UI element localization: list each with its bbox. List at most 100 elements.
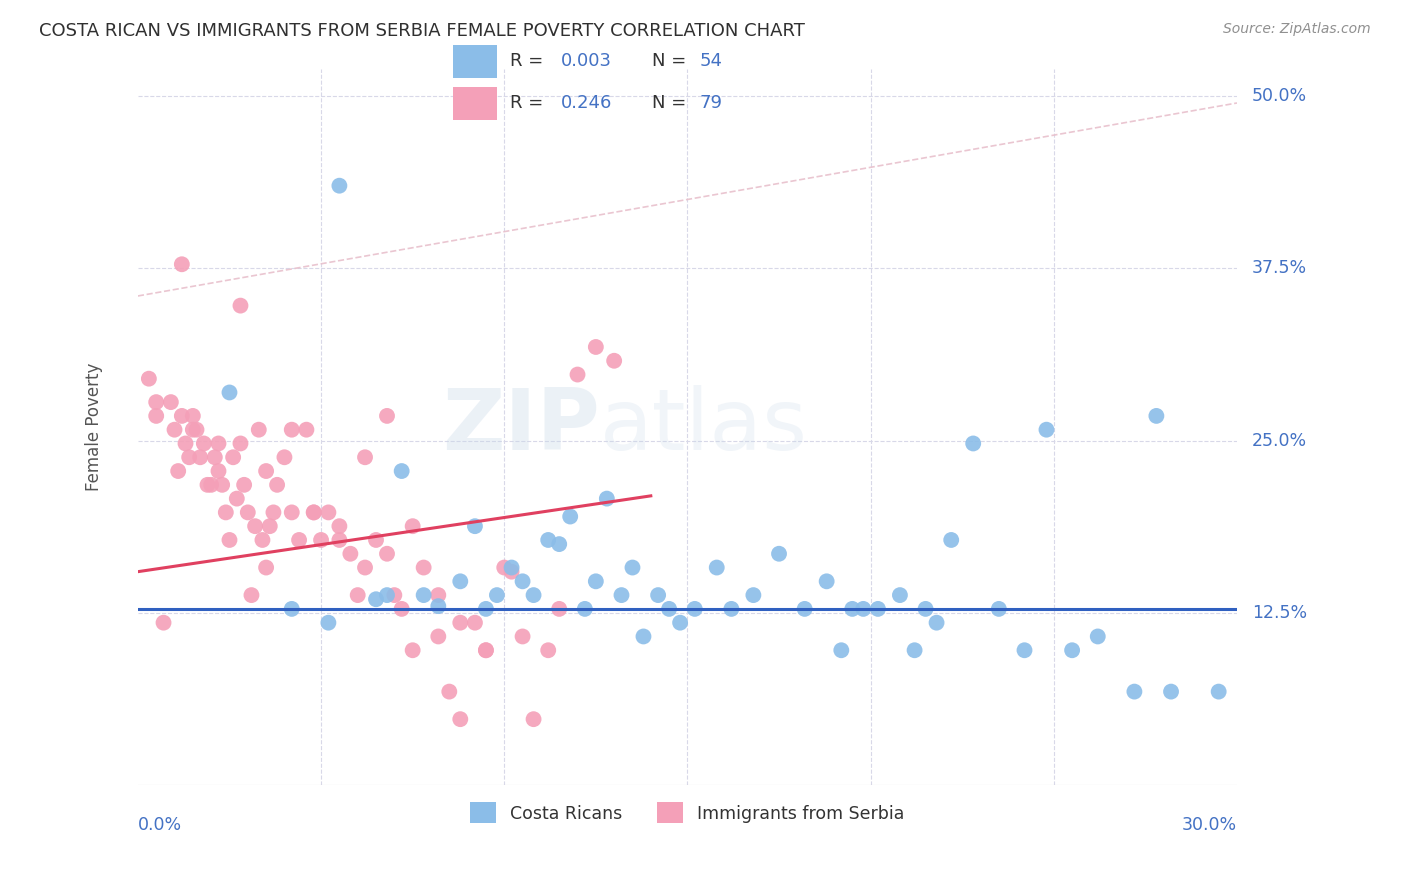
Point	[683, 602, 706, 616]
Point	[281, 505, 304, 519]
Point	[259, 519, 281, 533]
Point	[186, 423, 208, 437]
Point	[548, 537, 571, 551]
Point	[475, 643, 498, 657]
Point	[621, 560, 644, 574]
Point	[427, 588, 450, 602]
Point	[1035, 423, 1057, 437]
Point	[382, 588, 405, 602]
Point	[427, 599, 450, 614]
Point	[229, 299, 252, 313]
Point	[1160, 684, 1182, 698]
Point	[375, 409, 398, 423]
Point	[522, 712, 544, 726]
Point	[197, 478, 219, 492]
Point	[574, 602, 596, 616]
Point	[193, 436, 215, 450]
FancyBboxPatch shape	[453, 87, 496, 120]
Point	[1123, 684, 1146, 698]
Point	[412, 560, 434, 574]
Point	[548, 602, 571, 616]
Point	[464, 615, 486, 630]
Point	[247, 423, 270, 437]
Point	[302, 505, 325, 519]
Point	[281, 602, 304, 616]
Point	[145, 395, 167, 409]
Point	[254, 464, 277, 478]
Point	[412, 588, 434, 602]
Point	[768, 547, 790, 561]
Point	[364, 533, 387, 547]
Point	[585, 340, 607, 354]
Point	[815, 574, 838, 589]
Text: 30.0%: 30.0%	[1182, 815, 1237, 834]
Point	[364, 592, 387, 607]
Point	[512, 574, 534, 589]
Point	[522, 588, 544, 602]
Point	[669, 615, 692, 630]
Point	[211, 478, 233, 492]
Point	[402, 643, 425, 657]
Point	[328, 178, 350, 193]
Text: 0.003: 0.003	[561, 52, 612, 70]
Text: N =: N =	[652, 95, 692, 112]
Point	[281, 423, 304, 437]
Point	[273, 450, 295, 465]
Point	[354, 560, 377, 574]
Point	[494, 560, 516, 574]
Text: R =: R =	[510, 52, 550, 70]
Point	[475, 643, 498, 657]
Point	[328, 533, 350, 547]
Point	[633, 630, 655, 644]
Point	[658, 602, 681, 616]
Point	[391, 602, 413, 616]
Point	[167, 464, 190, 478]
Point	[170, 409, 193, 423]
Point	[742, 588, 765, 602]
Point	[464, 519, 486, 533]
Point	[475, 602, 498, 616]
Text: 50.0%: 50.0%	[1251, 87, 1306, 105]
Point	[160, 395, 183, 409]
Point	[427, 630, 450, 644]
Text: Female Poverty: Female Poverty	[84, 363, 103, 491]
Point	[309, 533, 332, 547]
Point	[647, 588, 669, 602]
Legend: Costa Ricans, Immigrants from Serbia: Costa Ricans, Immigrants from Serbia	[464, 796, 911, 830]
Point	[567, 368, 589, 382]
Point	[1087, 630, 1109, 644]
Point	[218, 533, 240, 547]
Point	[537, 643, 560, 657]
Point	[207, 464, 229, 478]
Point	[302, 505, 325, 519]
Point	[501, 560, 523, 574]
Point	[138, 372, 160, 386]
Point	[501, 565, 523, 579]
Point	[215, 505, 238, 519]
Point	[254, 560, 277, 574]
Point	[1014, 643, 1036, 657]
Point	[243, 519, 266, 533]
Point	[485, 588, 508, 602]
Point	[222, 450, 245, 465]
Point	[204, 450, 226, 465]
Point	[145, 409, 167, 423]
Point	[391, 464, 413, 478]
Point	[181, 409, 204, 423]
Point	[706, 560, 728, 574]
Point	[793, 602, 815, 616]
Text: ZIP: ZIP	[441, 385, 599, 468]
Point	[328, 519, 350, 533]
Point	[830, 643, 852, 657]
Point	[596, 491, 619, 506]
Point	[200, 478, 222, 492]
Point	[240, 588, 263, 602]
Point	[903, 643, 925, 657]
Text: N =: N =	[652, 52, 692, 70]
Point	[866, 602, 889, 616]
Point	[170, 257, 193, 271]
Point	[229, 436, 252, 450]
Text: R =: R =	[510, 95, 550, 112]
Point	[375, 588, 398, 602]
Text: 25.0%: 25.0%	[1251, 432, 1306, 450]
